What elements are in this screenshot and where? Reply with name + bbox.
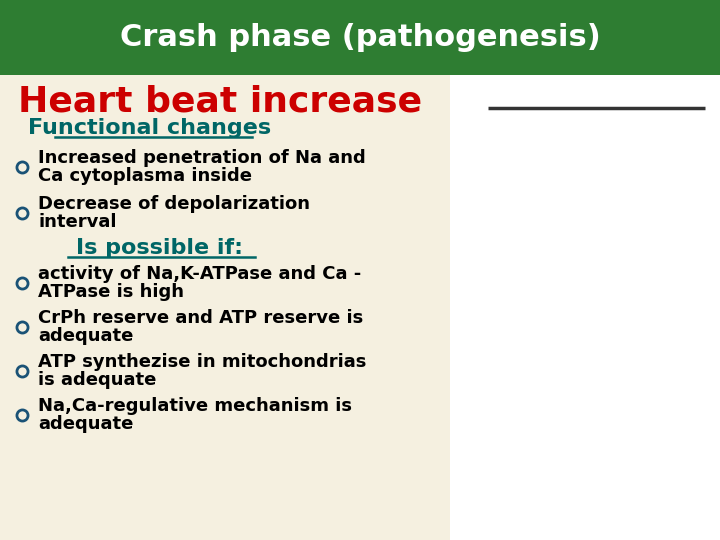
Text: ATPase is high: ATPase is high	[38, 283, 184, 301]
Text: Functional changes: Functional changes	[28, 118, 271, 138]
FancyBboxPatch shape	[0, 75, 450, 540]
Text: Ca cytoplasma inside: Ca cytoplasma inside	[38, 167, 252, 185]
Text: Crash phase (pathogenesis): Crash phase (pathogenesis)	[120, 24, 600, 52]
Text: Na,Ca-regulative mechanism is: Na,Ca-regulative mechanism is	[38, 397, 352, 415]
Text: ATP synthezise in mitochondrias: ATP synthezise in mitochondrias	[38, 353, 366, 371]
Text: Heart beat increase: Heart beat increase	[18, 85, 422, 119]
Text: activity of Na,K-ATPase and Ca -: activity of Na,K-ATPase and Ca -	[38, 265, 361, 283]
Text: is adequate: is adequate	[38, 371, 156, 389]
Text: Is possible if:: Is possible if:	[76, 238, 243, 258]
Text: CrPh reserve and ATP reserve is: CrPh reserve and ATP reserve is	[38, 309, 364, 327]
FancyBboxPatch shape	[450, 75, 720, 540]
Text: Increased penetration of Na and: Increased penetration of Na and	[38, 149, 366, 167]
Text: interval: interval	[38, 213, 117, 231]
Text: Decrease of depolarization: Decrease of depolarization	[38, 195, 310, 213]
Text: adequate: adequate	[38, 327, 133, 345]
FancyBboxPatch shape	[0, 0, 720, 75]
Text: adequate: adequate	[38, 415, 133, 433]
